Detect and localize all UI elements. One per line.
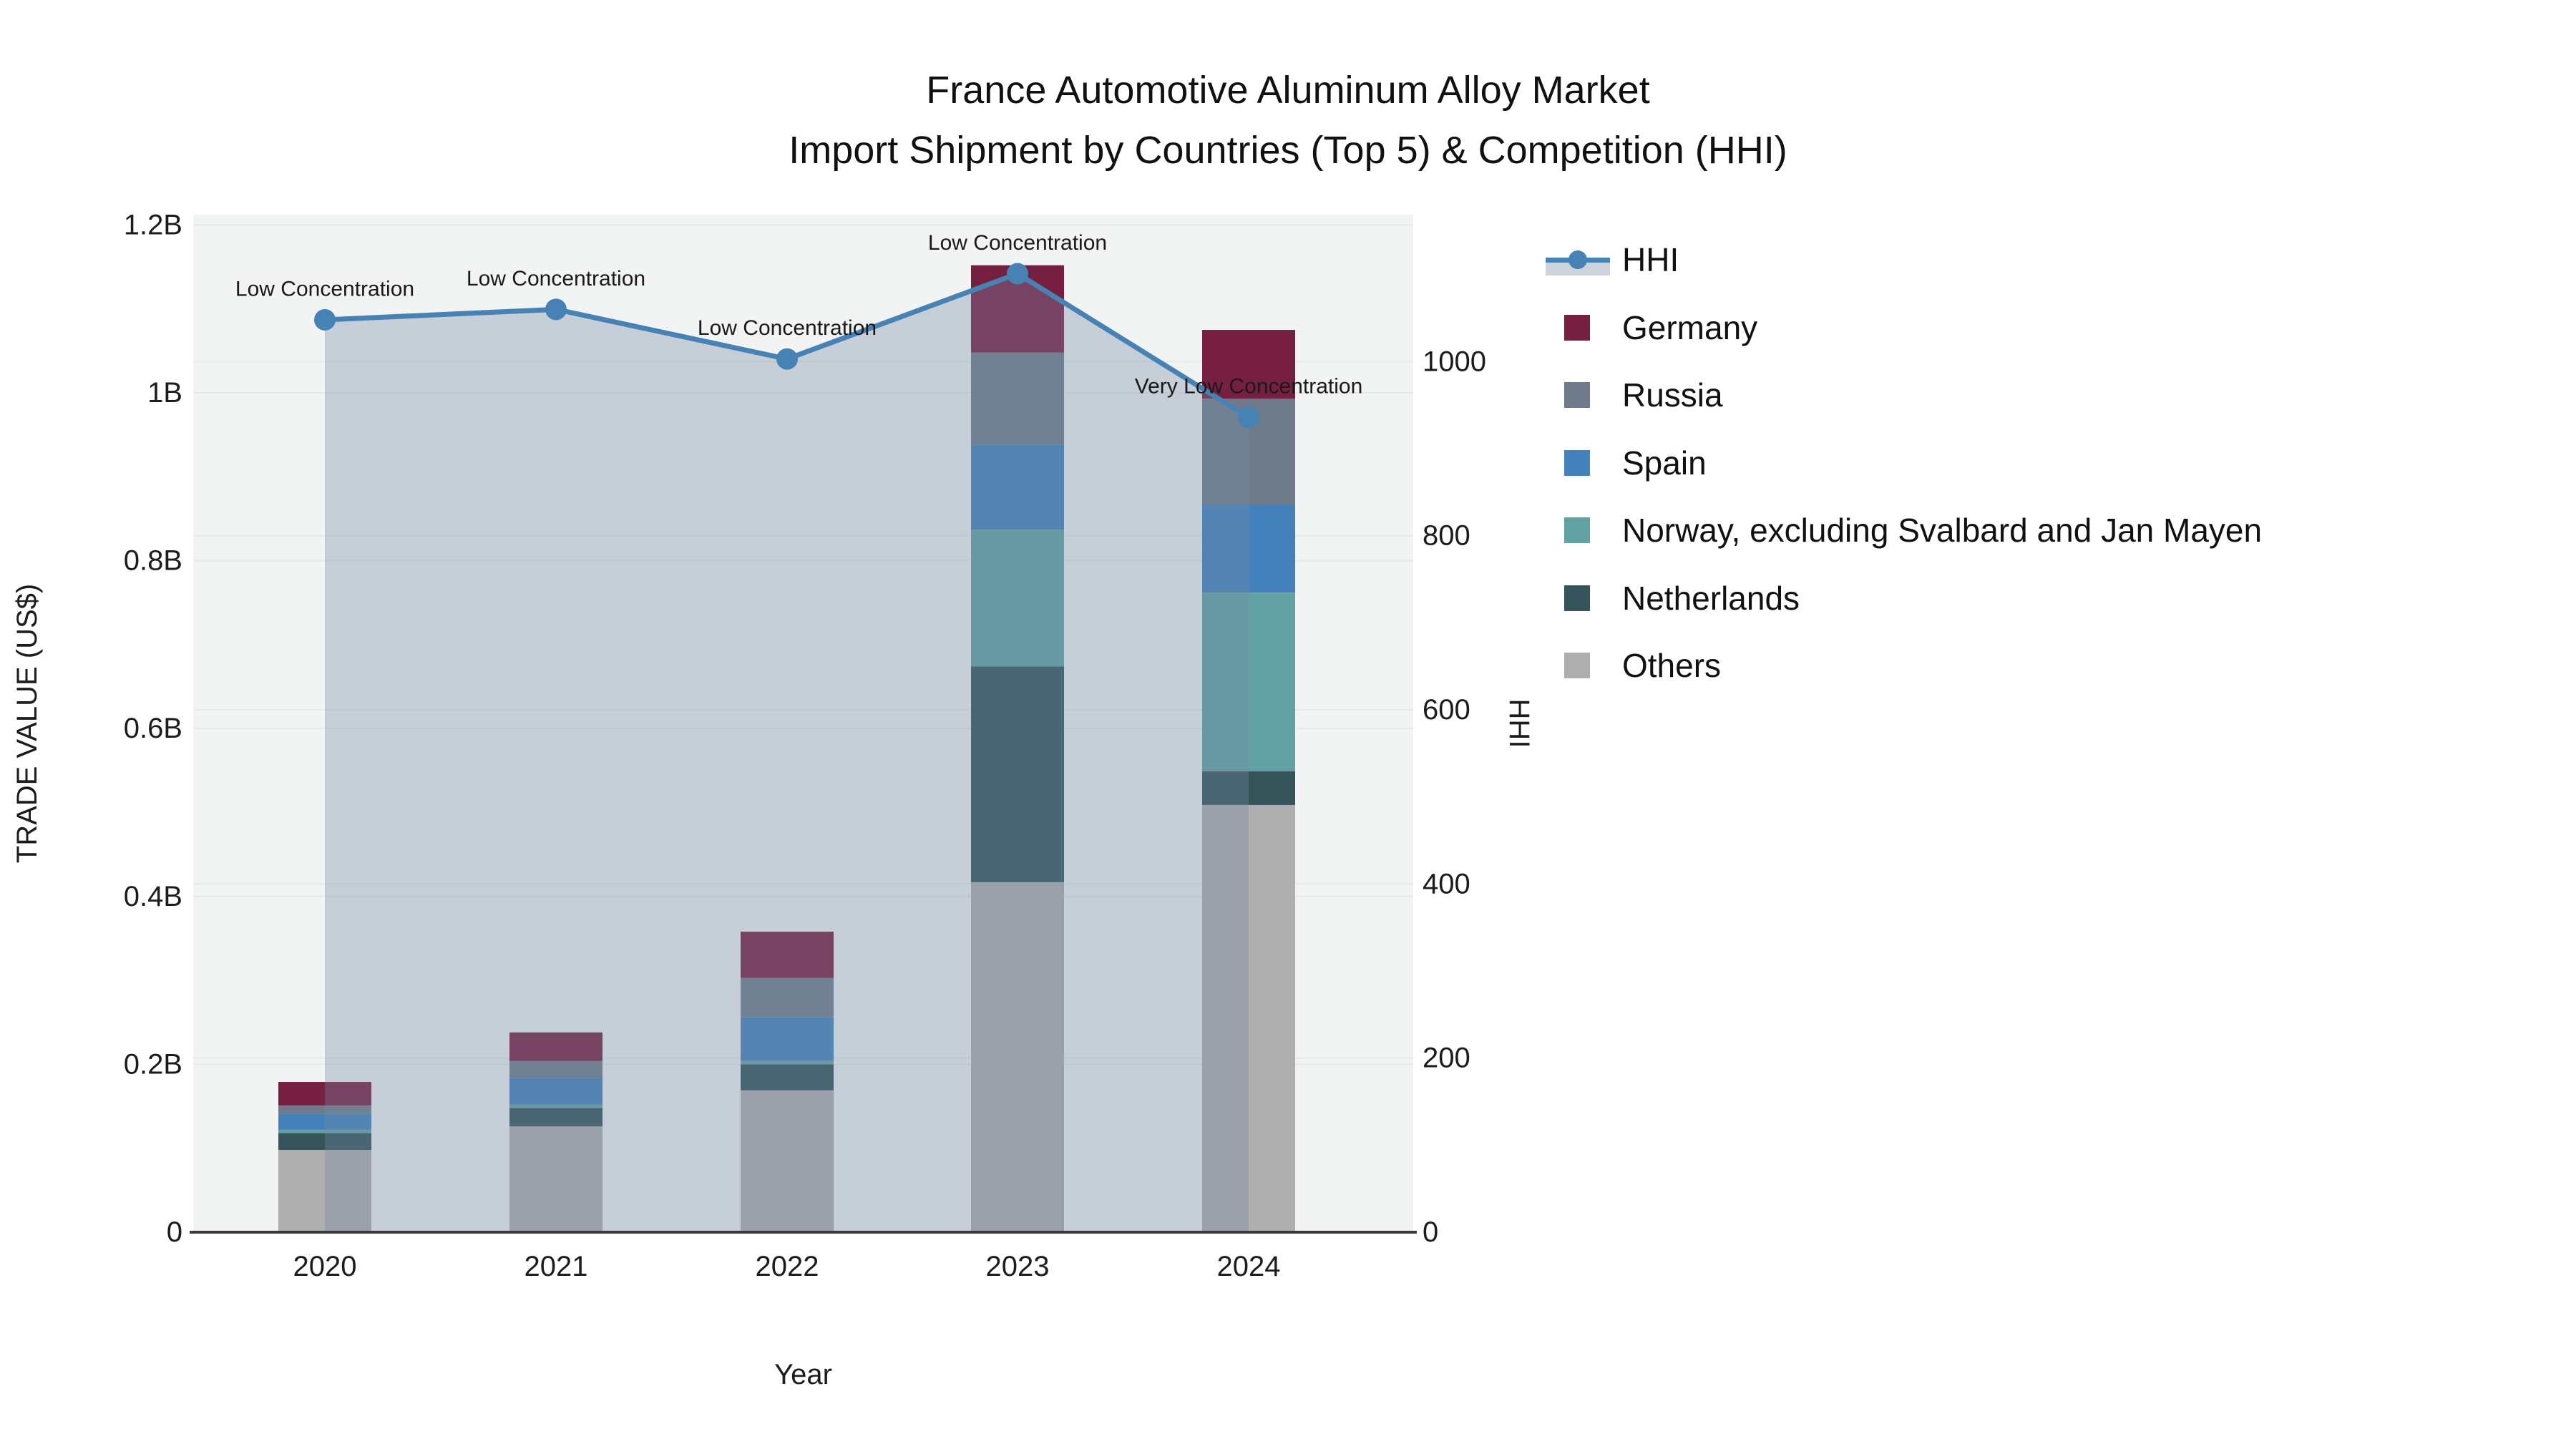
- chart-title-line2: Import Shipment by Countries (Top 5) & C…: [789, 129, 1787, 172]
- color-swatch-icon: [1546, 361, 1622, 429]
- legend-swatch: [1564, 382, 1590, 408]
- hhi-marker-2022[interactable]: [776, 348, 798, 370]
- legend-label: Spain: [1622, 444, 1707, 482]
- legend-swatch: [1564, 653, 1590, 678]
- y-left-tick-1B: 1B: [147, 377, 182, 409]
- bar-segment-2022-netherlands[interactable]: [741, 1064, 834, 1091]
- hhi-fill-sample: [1546, 263, 1610, 275]
- y-left-tick-0.8B: 0.8B: [124, 545, 182, 577]
- hhi-line-legend-icon: [1546, 226, 1622, 294]
- x-tick-2020: 2020: [293, 1251, 357, 1282]
- legend-item-netherlands[interactable]: Netherlands: [1546, 565, 2576, 633]
- y-left-tick-0: 0: [167, 1216, 182, 1248]
- y-right-tick-0: 0: [1423, 1216, 1438, 1248]
- bar-segment-2021-germany[interactable]: [509, 1032, 602, 1061]
- y-left-tick-0.6B: 0.6B: [124, 713, 182, 744]
- legend: HHI Germany Russia Spain Norway, excluding S…: [1546, 226, 2576, 700]
- x-tick-2022: 2022: [756, 1251, 819, 1282]
- bar-segment-2022-germany[interactable]: [741, 932, 834, 978]
- y-left-tick-0.4B: 0.4B: [124, 881, 182, 912]
- bar-segment-2022-norway[interactable]: [741, 1060, 834, 1065]
- bar-segment-2022-others[interactable]: [741, 1090, 834, 1232]
- y-right-tick-800: 800: [1423, 520, 1470, 552]
- color-swatch-icon: [1546, 632, 1622, 700]
- bar-segment-2020-others[interactable]: [278, 1150, 371, 1232]
- legend-item-hhi[interactable]: HHI: [1546, 226, 2576, 294]
- bar-segment-2021-spain[interactable]: [509, 1078, 602, 1105]
- color-swatch-icon: [1546, 497, 1622, 565]
- legend-item-spain[interactable]: Spain: [1546, 429, 2576, 497]
- legend-label: Others: [1622, 647, 1722, 685]
- bar-segment-2024-norway[interactable]: [1202, 592, 1295, 772]
- bar-segment-2022-spain[interactable]: [741, 1017, 834, 1061]
- hhi-marker-2023[interactable]: [1007, 263, 1028, 285]
- bar-segment-2023-spain[interactable]: [971, 444, 1064, 530]
- y-right-axis-title: HHI: [1503, 699, 1535, 748]
- legend-label: Germany: [1622, 308, 1758, 346]
- bar-segment-2024-germany[interactable]: [1202, 330, 1295, 399]
- bar-segment-2023-others[interactable]: [971, 882, 1064, 1232]
- annotation-2020: Low Concentration: [235, 277, 414, 301]
- bar-segment-2022-russia[interactable]: [741, 977, 834, 1018]
- bar-segment-2020-germany[interactable]: [278, 1082, 371, 1106]
- bar-segment-2023-russia[interactable]: [971, 352, 1064, 445]
- x-tick-2021: 2021: [525, 1251, 588, 1282]
- legend-swatch: [1564, 585, 1590, 611]
- hhi-line-sample: [1546, 226, 1622, 294]
- color-swatch-icon: [1546, 294, 1622, 362]
- legend-swatch: [1564, 517, 1590, 543]
- legend-item-russia[interactable]: Russia: [1546, 361, 2576, 429]
- chart-title-line1: France Automotive Aluminum Alloy Market: [926, 69, 1650, 112]
- bar-segment-2024-spain[interactable]: [1202, 504, 1295, 593]
- hhi-marker-2021[interactable]: [545, 298, 567, 321]
- annotation-2024: Very Low Concentration: [1135, 375, 1363, 399]
- bar-segment-2020-norway[interactable]: [278, 1129, 371, 1133]
- x-axis-title: Year: [774, 1359, 832, 1390]
- x-tick-2023: 2023: [986, 1251, 1050, 1282]
- legend-item-others[interactable]: Others: [1546, 632, 2576, 700]
- x-tick-2024: 2024: [1217, 1251, 1281, 1282]
- y-right-tick-200: 200: [1423, 1043, 1470, 1074]
- annotation-2022: Low Concentration: [698, 316, 877, 340]
- bar-segment-2020-spain[interactable]: [278, 1113, 371, 1130]
- legend-label: HHI: [1622, 241, 1679, 279]
- y-right-tick-600: 600: [1423, 694, 1470, 726]
- bar-segment-2023-netherlands[interactable]: [971, 666, 1064, 882]
- legend-label: Russia: [1622, 376, 1723, 414]
- bar-segment-2021-norway[interactable]: [509, 1104, 602, 1108]
- legend-item-germany[interactable]: Germany: [1546, 294, 2576, 362]
- bar-segment-2020-netherlands[interactable]: [278, 1133, 371, 1151]
- bar-segment-2021-russia[interactable]: [509, 1060, 602, 1078]
- bar-segment-2024-others[interactable]: [1202, 804, 1295, 1232]
- hhi-area-fill: [325, 273, 1249, 1232]
- y-right-tick-400: 400: [1423, 868, 1470, 899]
- bar-segment-2020-russia[interactable]: [278, 1105, 371, 1114]
- y-left-axis-title: TRADE VALUE (US$): [11, 584, 43, 863]
- color-swatch-icon: [1546, 565, 1622, 633]
- bar-segment-2024-netherlands[interactable]: [1202, 771, 1295, 805]
- hhi-marker-2024[interactable]: [1238, 406, 1259, 429]
- legend-swatch: [1564, 449, 1590, 476]
- color-swatch-icon: [1546, 429, 1622, 497]
- y-right-tick-1000: 1000: [1423, 346, 1486, 377]
- legend-label: Norway, excluding Svalbard and Jan Mayen: [1622, 512, 2263, 550]
- chart-title: France Automotive Aluminum Alloy Market …: [0, 60, 2576, 180]
- legend-label: Netherlands: [1622, 579, 1800, 617]
- bar-segment-2021-netherlands[interactable]: [509, 1108, 602, 1127]
- bar-segment-2021-others[interactable]: [509, 1126, 602, 1232]
- annotation-2023: Low Concentration: [928, 231, 1107, 255]
- hhi-marker-2020[interactable]: [314, 308, 336, 331]
- bar-segment-2023-norway[interactable]: [971, 530, 1064, 667]
- legend-swatch: [1564, 314, 1590, 341]
- legend-item-norway[interactable]: Norway, excluding Svalbard and Jan Mayen: [1546, 497, 2576, 565]
- y-left-tick-1.2B: 1.2B: [124, 209, 182, 240]
- annotation-2021: Low Concentration: [467, 267, 645, 291]
- y-left-tick-0.2B: 0.2B: [124, 1048, 182, 1080]
- hhi-marker-sample: [1568, 250, 1587, 269]
